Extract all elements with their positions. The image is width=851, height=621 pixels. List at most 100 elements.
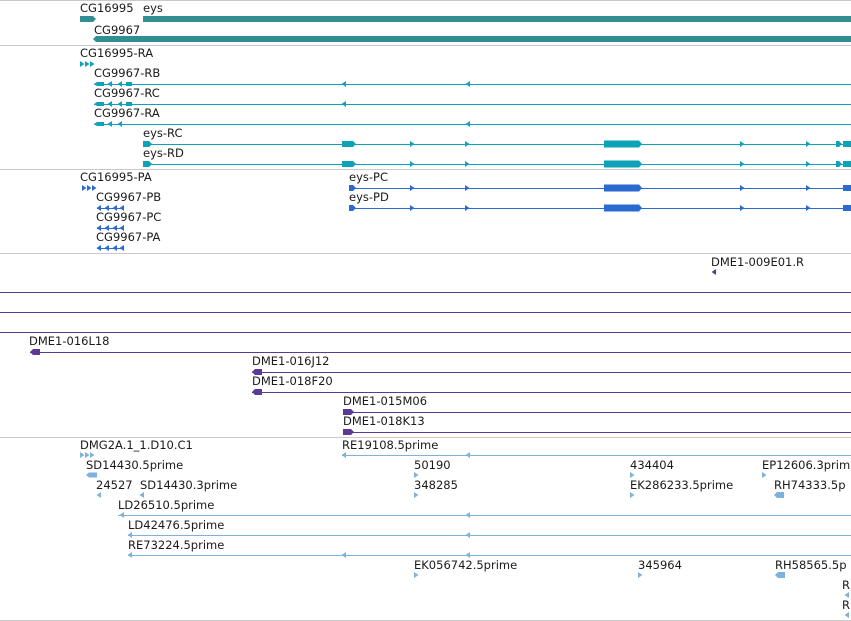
exon-block — [604, 140, 642, 148]
arrow-left-icon — [117, 101, 122, 107]
exon-block — [94, 82, 104, 86]
arrow-left-icon — [341, 552, 346, 558]
cds-block — [604, 184, 642, 192]
est-block — [86, 472, 97, 478]
feature-label-b5[interactable]: DME1-015M06 — [343, 394, 428, 408]
arrow-right-icon — [90, 61, 95, 67]
cds-block — [604, 204, 642, 212]
gene-glyph-g3 — [93, 36, 851, 42]
arrow-right-icon — [414, 472, 419, 478]
feature-label-e2[interactable]: RE19108.5prime — [342, 438, 439, 452]
arrow-left-icon — [711, 269, 716, 275]
bac-end — [252, 389, 262, 395]
feature-label-b3[interactable]: DME1-016J12 — [252, 354, 330, 368]
feature-label-e16[interactable]: 345964 — [638, 558, 682, 572]
feature-label-e19[interactable]: R — [842, 598, 850, 612]
exon-block — [126, 102, 132, 106]
arrow-left-icon — [107, 101, 112, 107]
feature-label-e5[interactable]: 434404 — [630, 458, 674, 472]
feature-label-e3[interactable]: SD14430.5prime — [86, 458, 184, 472]
arrow-right-icon — [465, 185, 470, 191]
arrow-left-icon — [117, 121, 122, 127]
exon-block — [342, 161, 356, 167]
arrow-left-icon — [465, 552, 470, 558]
arrow-right-icon — [410, 141, 415, 147]
feature-label-p5[interactable]: eys-PC — [349, 170, 388, 184]
feature-label-p6[interactable]: eys-PD — [349, 190, 389, 204]
feature-label-e14[interactable]: RE73224.5prime — [128, 538, 225, 552]
exon-block — [342, 141, 356, 147]
feature-label-b6[interactable]: DME1-018K13 — [343, 414, 425, 428]
feature-label-m4[interactable]: CG9967-RA — [94, 106, 160, 120]
feature-label-e11[interactable]: RH74333.5p — [774, 478, 846, 492]
feature-label-p4[interactable]: CG9967-PA — [96, 230, 161, 244]
arrow-right-icon — [740, 161, 745, 167]
feature-label-e6[interactable]: EP12606.3prim — [762, 458, 851, 472]
exon-block — [143, 141, 152, 147]
arrow-left-icon — [844, 612, 849, 618]
arrow-right-icon — [82, 185, 87, 191]
bac-end — [343, 409, 354, 415]
feature-label-e8[interactable]: SD14430.3prime — [140, 478, 238, 492]
est-block — [774, 492, 784, 498]
arrow-left-icon — [465, 121, 470, 127]
arrow-left-icon — [117, 81, 122, 87]
feature-label-g2[interactable]: eys — [143, 1, 163, 15]
arrow-right-icon — [80, 452, 85, 458]
feature-label-b4[interactable]: DME1-018F20 — [252, 374, 333, 388]
bac-end — [30, 349, 40, 355]
arrow-right-icon — [740, 185, 745, 191]
arrow-right-icon — [92, 185, 97, 191]
exon-block — [126, 82, 132, 86]
feature-label-p2[interactable]: CG9967-PB — [96, 190, 162, 204]
feature-label-e17[interactable]: RH58565.5p — [775, 558, 847, 572]
feature-label-m3[interactable]: CG9967-RC — [94, 86, 160, 100]
arrow-right-icon — [90, 452, 95, 458]
feature-label-e12[interactable]: LD26510.5prime — [118, 498, 215, 512]
cds-block — [349, 185, 356, 191]
feature-label-e15[interactable]: EK056742.5prime — [414, 558, 518, 572]
est-block — [775, 572, 785, 578]
exon-block — [94, 102, 104, 106]
feature-label-e18[interactable]: R — [842, 578, 850, 592]
arrow-left-icon — [465, 452, 470, 458]
feature-label-e10[interactable]: EK286233.5prime — [630, 478, 734, 492]
feature-label-b1[interactable]: DME1-009E01.R — [711, 255, 805, 269]
feature-label-p3[interactable]: CG9967-PC — [96, 210, 162, 224]
arrow-right-icon — [414, 492, 419, 498]
arrow-left-icon — [127, 552, 132, 558]
arrow-left-icon — [465, 512, 470, 518]
feature-label-e4[interactable]: 50190 — [414, 458, 451, 472]
arrow-right-icon — [410, 205, 415, 211]
feature-label-m6[interactable]: eys-RD — [143, 146, 184, 160]
arrow-left-icon — [119, 512, 124, 518]
exon-block — [94, 122, 104, 126]
arrow-right-icon — [762, 472, 767, 478]
feature-label-b2[interactable]: DME1-016L18 — [29, 334, 110, 348]
feature-label-e9[interactable]: 348285 — [414, 478, 458, 492]
arrow-right-icon — [410, 185, 415, 191]
feature-label-g3[interactable]: CG9967 — [94, 23, 141, 37]
arrow-right-icon — [85, 61, 90, 67]
exon-block — [604, 160, 642, 168]
feature-label-m1[interactable]: CG16995-RA — [80, 46, 154, 60]
arrow-right-icon — [630, 472, 635, 478]
arrow-right-icon — [806, 141, 811, 147]
feature-label-m5[interactable]: eys-RC — [143, 126, 183, 140]
feature-label-e13[interactable]: LD42476.5prime — [128, 518, 225, 532]
feature-label-e1[interactable]: DMG2A.1_1.D10.C1 — [80, 438, 193, 452]
feature-label-m2[interactable]: CG9967-RB — [94, 66, 161, 80]
arrow-right-icon — [465, 205, 470, 211]
feature-label-p1[interactable]: CG16995-PA — [80, 170, 152, 184]
feature-label-g1[interactable]: CG16995 — [80, 1, 134, 15]
arrow-left-icon — [341, 452, 346, 458]
feature-label-e7[interactable]: 24527 — [96, 478, 133, 492]
exon-block — [836, 161, 842, 167]
arrow-left-icon — [107, 81, 112, 87]
cds-block — [349, 205, 356, 211]
arrow-left-icon — [127, 532, 132, 538]
gene-glyph-g2 — [143, 16, 851, 22]
arrow-left-icon — [139, 492, 144, 498]
arrow-left-icon — [465, 532, 470, 538]
